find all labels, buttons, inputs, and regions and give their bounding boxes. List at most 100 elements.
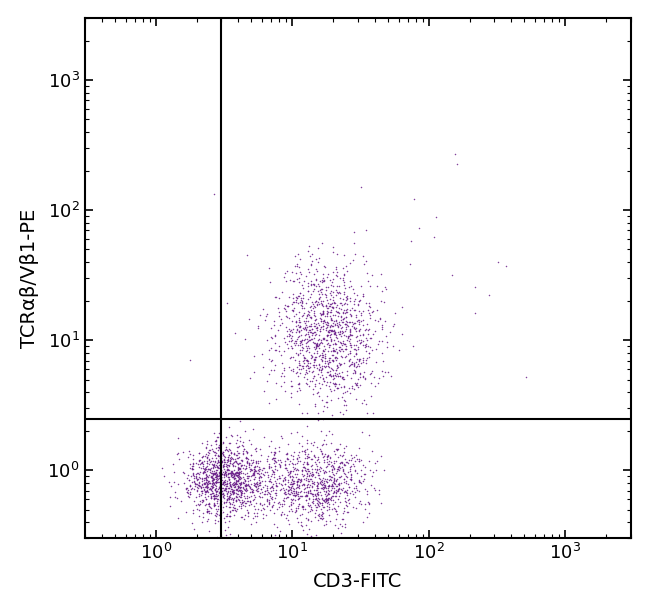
Point [219, 456, 229, 465]
Point [287, 306, 298, 315]
Point [211, 471, 222, 480]
Point [349, 361, 359, 370]
Point [313, 479, 323, 489]
Point [246, 465, 257, 475]
Point [306, 474, 317, 483]
Point [236, 468, 246, 478]
Point [234, 482, 244, 492]
Point [346, 281, 357, 290]
Point [292, 479, 302, 489]
Point [330, 328, 341, 338]
Point [280, 459, 290, 469]
Point [276, 381, 287, 391]
Point [243, 507, 254, 517]
Point [280, 474, 290, 484]
Point [223, 465, 233, 474]
Point [320, 362, 331, 372]
Point [374, 313, 385, 323]
Point [333, 491, 344, 501]
Point [338, 346, 348, 356]
Point [235, 473, 245, 482]
Point [317, 238, 328, 248]
Point [244, 459, 254, 468]
Point [202, 460, 212, 470]
Point [306, 488, 316, 498]
Point [313, 279, 323, 289]
Point [307, 469, 317, 479]
Point [337, 352, 347, 362]
Point [230, 450, 240, 460]
Point [304, 342, 314, 352]
Point [345, 340, 356, 350]
Point [340, 344, 350, 354]
Point [275, 463, 285, 473]
Point [300, 447, 310, 457]
Point [327, 480, 337, 490]
Point [185, 449, 196, 459]
Point [341, 316, 351, 326]
Point [385, 371, 396, 381]
Point [216, 508, 226, 518]
Point [250, 461, 260, 471]
Point [201, 474, 211, 484]
Point [292, 454, 302, 463]
Point [308, 494, 318, 503]
Point [318, 341, 329, 351]
Point [337, 367, 347, 377]
Point [200, 479, 210, 488]
Point [306, 321, 317, 330]
Point [172, 492, 182, 502]
Point [209, 474, 220, 484]
Point [306, 319, 316, 329]
Point [337, 315, 348, 324]
Point [244, 471, 254, 481]
Point [350, 345, 361, 355]
Point [222, 483, 233, 493]
Point [244, 464, 255, 474]
Point [293, 356, 304, 366]
Point [277, 318, 287, 328]
Point [309, 309, 319, 318]
Point [319, 496, 330, 506]
Point [330, 497, 341, 506]
Point [246, 439, 257, 448]
Point [235, 417, 245, 427]
Point [223, 486, 233, 495]
Point [231, 491, 241, 501]
Point [234, 463, 244, 473]
Point [225, 502, 235, 512]
Point [200, 465, 211, 475]
Point [311, 481, 322, 491]
Point [295, 520, 306, 530]
Point [370, 485, 380, 495]
Point [329, 479, 339, 488]
Point [318, 480, 328, 489]
Point [318, 276, 328, 286]
Point [318, 347, 328, 356]
Point [318, 465, 328, 475]
Point [193, 468, 203, 477]
Point [184, 476, 194, 485]
Point [346, 384, 357, 393]
Point [317, 355, 328, 364]
Point [212, 475, 222, 485]
Point [345, 465, 356, 474]
Point [253, 468, 263, 478]
Point [242, 250, 252, 260]
Point [211, 487, 221, 497]
Point [321, 397, 332, 407]
Point [291, 506, 301, 515]
Point [284, 313, 294, 323]
Point [263, 459, 274, 468]
Point [330, 450, 340, 459]
Point [315, 313, 326, 323]
Point [236, 466, 246, 476]
Point [277, 480, 287, 490]
Point [200, 442, 211, 451]
Point [274, 497, 284, 507]
Point [263, 369, 274, 379]
Point [313, 496, 323, 506]
Point [240, 446, 251, 456]
Point [292, 464, 303, 474]
Point [240, 480, 251, 490]
